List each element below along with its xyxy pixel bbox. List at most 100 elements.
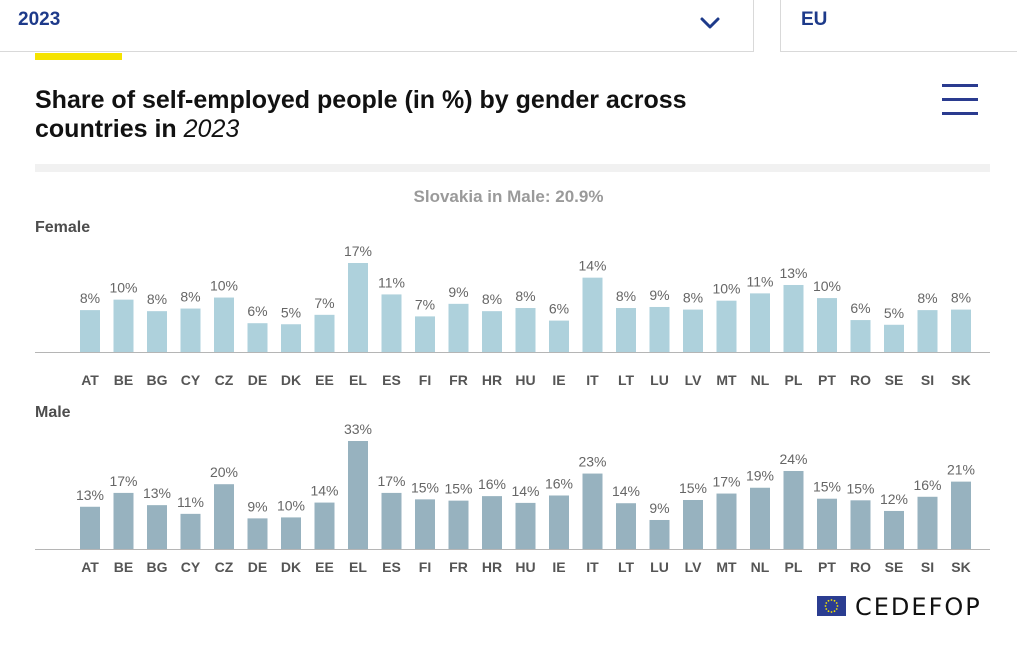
bar-male-es xyxy=(381,492,402,549)
tick-label-male-cy: CY xyxy=(181,559,201,575)
tick-label-male-dk: DK xyxy=(281,559,301,575)
bar-female-es xyxy=(381,294,402,352)
bar-female-nl xyxy=(750,293,770,352)
tick-label-male-be: BE xyxy=(114,559,133,575)
title-accent-bar xyxy=(35,53,122,60)
chart-subtitle: Slovakia in Male: 20.9% xyxy=(413,187,604,206)
bar-male-ee xyxy=(314,502,335,549)
eu-flag-icon xyxy=(817,596,846,616)
data-label-female-at: 8% xyxy=(80,290,100,306)
data-label-male-bg: 13% xyxy=(143,485,171,501)
tick-label-female-ro: RO xyxy=(850,372,871,388)
bar-female-it xyxy=(582,277,603,352)
data-label-female-nl: 11% xyxy=(747,273,774,289)
tick-label-male-pt: PT xyxy=(818,559,836,575)
tick-label-female-at: AT xyxy=(81,372,99,388)
data-label-male-at: 13% xyxy=(76,487,104,503)
bar-female-ie xyxy=(549,320,569,352)
tick-label-male-fi: FI xyxy=(419,559,431,575)
data-label-male-se: 12% xyxy=(880,491,908,507)
tick-label-male-pl: PL xyxy=(785,559,803,575)
bar-male-lt xyxy=(616,503,636,549)
bar-female-cy xyxy=(180,308,201,352)
bar-male-mt xyxy=(716,493,737,549)
data-label-female-lu: 9% xyxy=(649,287,669,303)
data-label-female-bg: 8% xyxy=(147,291,167,307)
region-dropdown[interactable]: EU xyxy=(780,0,1017,52)
tick-label-female-ee: EE xyxy=(315,372,334,388)
tick-label-female-hr: HR xyxy=(482,372,502,388)
bar-female-bg xyxy=(147,311,167,352)
tick-label-male-it: IT xyxy=(586,559,599,575)
bar-female-fi xyxy=(415,316,435,352)
bar-female-be xyxy=(113,299,134,352)
tick-label-female-pl: PL xyxy=(785,372,803,388)
bar-male-fi xyxy=(415,499,435,549)
cedefop-logo: CEDEFOP xyxy=(817,593,992,626)
bar-female-hu xyxy=(515,308,536,352)
tick-label-female-se: SE xyxy=(885,372,904,388)
data-label-male-ro: 15% xyxy=(846,480,874,496)
tick-label-female-it: IT xyxy=(586,372,599,388)
data-label-female-dk: 5% xyxy=(281,304,301,320)
data-label-male-fr: 15% xyxy=(444,481,472,497)
data-label-male-sk: 21% xyxy=(947,462,975,478)
logo-wordmark: CEDEFOP xyxy=(855,593,982,621)
tick-label-male-ie: IE xyxy=(552,559,565,575)
tick-label-male-lu: LU xyxy=(650,559,669,575)
tick-label-male-de: DE xyxy=(248,559,267,575)
bar-female-fr xyxy=(448,303,469,352)
tick-label-male-bg: BG xyxy=(147,559,168,575)
tick-label-female-de: DE xyxy=(248,372,267,388)
data-label-male-nl: 19% xyxy=(746,468,774,484)
hamburger-menu-icon[interactable] xyxy=(942,84,978,116)
bar-male-si xyxy=(917,496,938,549)
bar-female-ro xyxy=(850,320,871,352)
data-label-female-pt: 10% xyxy=(813,278,841,294)
region-dropdown-value: EU xyxy=(801,9,828,30)
tick-label-male-sk: SK xyxy=(951,559,970,575)
data-label-female-cy: 8% xyxy=(180,289,200,305)
tick-label-female-be: BE xyxy=(114,372,133,388)
tick-label-female-es: ES xyxy=(382,372,401,388)
tick-label-female-sk: SK xyxy=(951,372,970,388)
tick-label-male-fr: FR xyxy=(449,559,468,575)
tick-label-male-ro: RO xyxy=(850,559,871,575)
data-label-male-si: 16% xyxy=(913,477,941,493)
tick-label-female-fi: FI xyxy=(419,372,431,388)
data-label-male-mt: 17% xyxy=(712,474,740,490)
tick-label-male-lt: LT xyxy=(618,559,635,575)
data-label-male-be: 17% xyxy=(109,473,137,489)
bar-female-sk xyxy=(951,309,971,352)
tick-label-male-at: AT xyxy=(81,559,99,575)
panel-title-female: Female xyxy=(35,219,90,236)
bar-male-ro xyxy=(850,500,871,549)
bar-female-de xyxy=(247,323,268,352)
tick-label-male-se: SE xyxy=(885,559,904,575)
data-label-male-de: 9% xyxy=(247,498,267,514)
tick-label-female-bg: BG xyxy=(147,372,168,388)
data-label-female-fi: 7% xyxy=(415,296,435,312)
data-label-female-sk: 8% xyxy=(951,290,971,306)
bar-female-se xyxy=(884,324,904,352)
tick-label-female-dk: DK xyxy=(281,372,301,388)
bar-male-ie xyxy=(549,495,569,549)
bar-male-it xyxy=(582,473,603,549)
bar-male-lv xyxy=(683,499,703,549)
data-label-male-ie: 16% xyxy=(545,475,573,491)
tick-label-male-ee: EE xyxy=(315,559,334,575)
data-label-male-fi: 15% xyxy=(411,479,439,495)
tick-label-female-si: SI xyxy=(921,372,934,388)
bar-female-pl xyxy=(783,284,804,352)
bar-female-hr xyxy=(482,311,502,352)
data-label-female-be: 10% xyxy=(109,280,137,296)
data-label-male-el: 33% xyxy=(344,421,372,437)
bar-male-be xyxy=(113,492,134,549)
year-dropdown[interactable]: 2023 xyxy=(0,0,754,52)
data-label-female-cz: 10% xyxy=(210,278,238,294)
tick-label-female-cz: CZ xyxy=(215,372,234,388)
bar-female-mt xyxy=(716,300,737,352)
data-label-female-si: 8% xyxy=(917,290,937,306)
data-label-male-cy: 11% xyxy=(177,494,204,510)
bar-female-at xyxy=(80,310,100,352)
